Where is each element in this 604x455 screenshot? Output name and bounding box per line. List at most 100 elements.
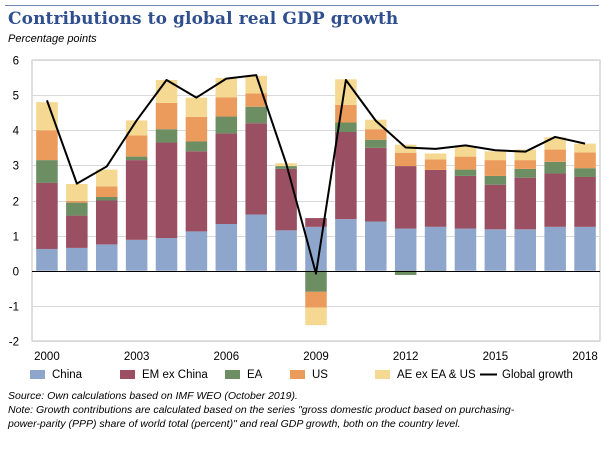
x-tick-label: 2009: [303, 351, 329, 363]
bar-china-2002: [95, 244, 118, 271]
legend-label: EA: [247, 369, 263, 381]
legend-item-china: China: [30, 369, 83, 381]
bar-us-2000: [36, 130, 58, 161]
bar-china-2004: [155, 238, 178, 271]
bar-ea-2007: [245, 106, 267, 124]
bar-us-2012: [394, 152, 417, 167]
bar-ae-ex-ea-us-2007: [245, 75, 267, 94]
bar-us-2016: [514, 160, 537, 169]
bar-em-ex-china-2009: [305, 218, 327, 227]
x-tick-label: 2015: [483, 351, 509, 363]
bar-us-2013: [424, 159, 447, 170]
bar-ea-2005: [185, 141, 208, 152]
line-layer: [46, 74, 586, 275]
method-note-line-1: Note: Growth contributions are calculate…: [8, 404, 515, 416]
bar-ae-ex-ea-us-2013: [424, 153, 447, 160]
bar-ae-ex-ea-us-2001: [66, 183, 88, 201]
method-note-line-2: power-parity (PPP) share of world total …: [8, 418, 461, 430]
bar-china-2005: [185, 231, 208, 271]
y-tick-label: 4: [13, 126, 20, 138]
footnotes: Source: Own calculations based on IMF WE…: [8, 389, 598, 431]
legend-item-ae-ex-ea-us: AE ex EA & US: [375, 369, 476, 381]
bar-us-2005: [185, 116, 208, 142]
bar-us-2006: [215, 97, 238, 117]
bar-ea-2011: [365, 139, 387, 148]
global-growth-line: [46, 74, 586, 275]
y-tick-label: 6: [13, 56, 19, 68]
bar-ae-ex-ea-us-2005: [185, 97, 208, 117]
bar-china-2012: [394, 228, 417, 271]
bar-china-2008: [275, 230, 297, 271]
bar-ea-2004: [155, 129, 178, 143]
legend-label: Global growth: [502, 369, 573, 381]
y-tick-label: 2: [13, 197, 19, 209]
bar-us-2011: [365, 129, 387, 140]
bar-ae-ex-ea-us-2015: [484, 151, 507, 161]
x-tick-label: 2003: [124, 351, 150, 363]
bar-em-ex-china-2002: [95, 200, 118, 245]
x-tick-label: 2018: [572, 351, 598, 363]
bar-ea-2003: [125, 156, 148, 161]
bar-em-ex-china-2005: [185, 151, 208, 232]
bar-ea-2001: [66, 202, 88, 216]
bar-ae-ex-ea-us-2014: [454, 146, 477, 157]
bar-ea-2010: [335, 122, 357, 132]
bar-china-2015: [484, 229, 507, 271]
bar-em-ex-china-2007: [245, 123, 267, 215]
bar-us-2003: [125, 135, 148, 157]
legend-swatch: [120, 370, 135, 379]
y-tick-label: -1: [9, 302, 19, 314]
legend-item-ea: EA: [225, 369, 263, 381]
bar-ea-2002: [95, 196, 118, 201]
y-tick-label: -2: [9, 337, 19, 349]
x-tick-label: 2012: [393, 351, 419, 363]
y-tick-label: 3: [13, 161, 19, 173]
bar-ea-2009: [305, 270, 327, 292]
bar-em-ex-china-2017: [544, 173, 566, 227]
bar-ae-ex-ea-us-2006: [215, 77, 238, 98]
bar-em-ex-china-2013: [424, 169, 447, 227]
y-tick-label: 0: [13, 267, 19, 279]
bar-us-2004: [155, 102, 178, 130]
bar-em-ex-china-2008: [275, 168, 297, 231]
bar-em-ex-china-2003: [125, 160, 148, 240]
legend-swatch: [375, 370, 390, 379]
bar-us-2018: [574, 152, 596, 169]
bar-china-2016: [514, 229, 537, 271]
legend: China EM ex China EA US AE ex EA & US Global …: [30, 369, 573, 381]
bar-us-2001: [66, 200, 88, 203]
y-tick-label: 1: [13, 232, 19, 244]
bar-us-2015: [484, 160, 507, 176]
axis-layer: -2 -1 0 1 2 3 4 5 6 2000 2003 2006 2009 2012 2015 2018: [9, 56, 600, 363]
legend-item-us: US: [290, 369, 328, 381]
bar-ae-ex-ea-us-2018: [574, 143, 596, 153]
bar-china-2010: [335, 219, 357, 271]
bar-ea-2000: [36, 160, 58, 183]
bar-ea-2016: [514, 168, 537, 178]
legend-item-em-ex-china: EM ex China: [120, 369, 208, 381]
bar-china-2007: [245, 214, 267, 271]
bar-em-ex-china-2011: [365, 147, 387, 222]
bar-ae-ex-ea-us-2016: [514, 149, 537, 161]
bar-china-2006: [215, 224, 238, 271]
bar-em-ex-china-2004: [155, 142, 178, 239]
bar-ae-ex-ea-us-2003: [125, 120, 148, 136]
bar-ea-2014: [454, 169, 477, 176]
bar-em-ex-china-2010: [335, 132, 357, 220]
legend-label: US: [312, 369, 328, 381]
bar-ea-2006: [215, 116, 238, 134]
bar-layer: [36, 75, 596, 326]
bar-china-2013: [424, 226, 447, 271]
bar-us-2009: [305, 291, 327, 308]
legend-label: EM ex China: [142, 369, 208, 381]
bar-em-ex-china-2014: [454, 175, 477, 229]
legend-label: AE ex EA & US: [397, 369, 476, 381]
bar-us-2014: [454, 156, 477, 170]
legend-item-global-growth: Global growth: [480, 369, 573, 381]
bar-us-2017: [544, 149, 566, 162]
y-axis-unit-label: Percentage points: [8, 33, 97, 45]
x-tick-label: 2000: [34, 351, 60, 363]
bar-em-ex-china-2015: [484, 184, 507, 230]
top-rule: [5, 5, 599, 6]
legend-swatch: [225, 370, 240, 379]
